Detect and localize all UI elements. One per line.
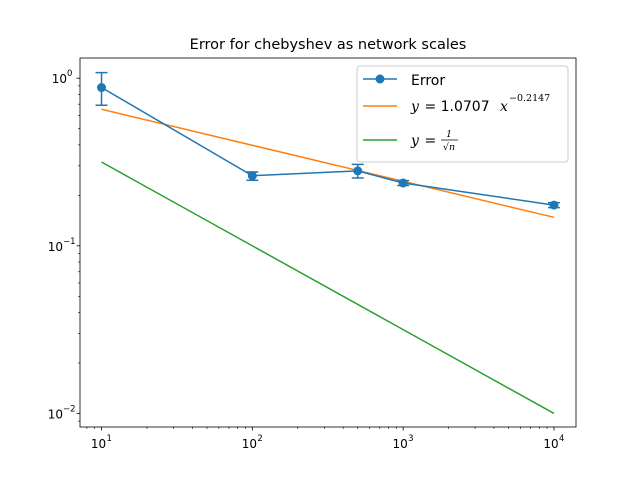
error-data-point (97, 83, 107, 93)
fit-series-line (101, 108, 555, 219)
reference-series-line (101, 161, 555, 415)
x-tick-label: 10 (91, 437, 106, 451)
y-tick-exponent: −2 (63, 404, 76, 414)
error-data-point (247, 171, 257, 181)
legend-label-reference: y = 1 √n (410, 129, 458, 153)
axis-layer: 10 1 10 2 10 3 10 410 −210 −110 0 (48, 69, 565, 451)
legend-box (356, 65, 569, 163)
error-data-point (353, 166, 363, 176)
error-data-point (398, 178, 408, 188)
y-tick-exponent: 0 (67, 69, 72, 79)
legend-marker-error (375, 74, 385, 84)
axes-frame (79, 57, 577, 428)
y-tick-label: 10 (48, 407, 63, 421)
y-tick-label: 10 (52, 72, 67, 86)
legend-label-fit: y = 1.0707 x −0.2147 (410, 93, 550, 115)
ref-numerator: 1 (446, 129, 452, 140)
fit-exponent: −0.2147 (509, 93, 550, 104)
legend: Error y = 1.0707 x −0.2147 y = 1 √n (356, 65, 569, 163)
x-tick-label: 10 (393, 437, 408, 451)
x-tick-label: 10 (543, 437, 558, 451)
fit-equals-coefficient: = 1.0707 (420, 99, 490, 115)
series-layer (95, 71, 560, 415)
ref-denominator: √n (443, 142, 455, 153)
y-tick-label: 10 (48, 240, 63, 254)
ref-y-symbol: y (410, 133, 420, 149)
y-tick-exponent: −1 (63, 237, 76, 247)
chart-title: Error for chebyshev as network scales (190, 37, 467, 53)
x-tick-exponent: 2 (257, 434, 262, 444)
x-tick-exponent: 4 (559, 434, 564, 444)
ref-equals: = (420, 133, 441, 149)
x-tick-exponent: 1 (107, 434, 112, 444)
fit-x-symbol: x (500, 99, 508, 115)
fit-y-symbol: y (410, 99, 420, 115)
error-data-point (549, 200, 559, 210)
x-tick-exponent: 3 (408, 434, 413, 444)
legend-label-error: Error (411, 73, 445, 89)
x-tick-label: 10 (242, 437, 257, 451)
